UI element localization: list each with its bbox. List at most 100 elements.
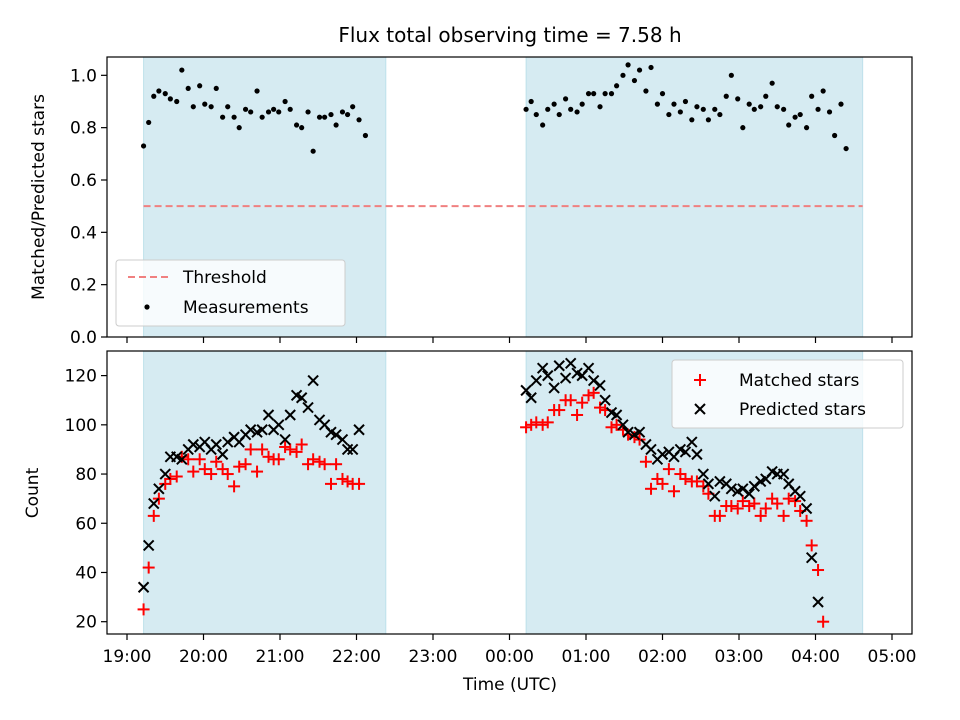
predicted-star-point: [137, 581, 150, 593]
matched-star-point: [628, 431, 641, 444]
matched-star-point: [690, 475, 703, 488]
measurement-point: [735, 96, 741, 102]
matched-star-point: [576, 396, 589, 409]
measurement-point: [568, 106, 574, 112]
measurement-point: [316, 114, 323, 120]
measurement-point: [540, 122, 546, 128]
predicted-star-point: [153, 483, 165, 495]
matched-star-point: [782, 492, 795, 505]
top-panel: 0.0 0.2 0.4 0.6 0.8 1.0 Matched/Predicted sta…: [29, 56, 913, 348]
top-legend: Threshold Measurements: [115, 259, 346, 327]
measurement-point: [820, 88, 826, 94]
measurement-point: [666, 111, 672, 118]
matched-star-point: [639, 455, 652, 468]
x-tick-label: 20:00: [179, 647, 228, 667]
predicted-star-point: [587, 374, 600, 387]
measurement-point: [643, 88, 649, 94]
measurement-point: [631, 77, 638, 84]
predicted-star-point: [714, 475, 726, 488]
predicted-star-point: [187, 438, 200, 451]
measurement-point: [843, 145, 849, 152]
matched-star-point: [228, 480, 241, 493]
measurement-point: [287, 106, 293, 112]
y-tick-label: 0.6: [70, 171, 97, 191]
bottom-y-axis: 20 40 60 80 100 120: [65, 367, 107, 633]
legend-predicted-swatch: [694, 403, 706, 415]
measurement-point: [563, 96, 569, 102]
measurement-point: [310, 148, 316, 154]
measurement-point: [299, 125, 305, 131]
predicted-star-point: [176, 453, 188, 465]
predicted-star-point: [216, 448, 229, 461]
measurement-point: [579, 101, 585, 107]
measurement-point: [350, 104, 356, 110]
measurement-point: [648, 64, 654, 71]
predicted-star-point: [346, 443, 359, 456]
predicted-star-point: [341, 443, 354, 456]
predicted-star-point: [725, 483, 738, 495]
measurement-point: [293, 122, 300, 128]
measurement-point: [333, 122, 339, 128]
measurement-point: [740, 125, 746, 131]
measurement-point: [602, 91, 608, 97]
measurement-point: [838, 101, 844, 107]
predicted-star-point: [148, 497, 160, 510]
matched-star-point: [759, 502, 772, 515]
predicted-star-point: [520, 384, 532, 397]
measurement-point: [774, 104, 780, 110]
predicted-star-point: [617, 419, 629, 431]
predicted-star-point: [210, 438, 222, 451]
predicted-star-point: [222, 436, 234, 448]
predicted-star-point: [262, 409, 275, 421]
measurement-point: [545, 106, 551, 112]
measurement-point: [815, 106, 821, 112]
measurement-point: [597, 104, 603, 110]
measurement-point: [797, 111, 803, 118]
predicted-star-point: [656, 448, 669, 461]
measurement-point: [356, 117, 362, 123]
measurement-point: [305, 109, 311, 115]
matched-star-point: [713, 509, 726, 522]
measurement-point: [190, 104, 196, 110]
top-y-axis: 0.0 0.2 0.4 0.6 0.8 1.0: [70, 66, 107, 348]
matched-star-point: [594, 401, 607, 414]
measurement-point: [265, 109, 272, 115]
matched-star-point: [290, 445, 303, 458]
shaded-interval-0: [143, 350, 387, 635]
matched-star-point: [279, 440, 292, 453]
matched-star-point: [221, 468, 234, 481]
measurement-point: [723, 93, 729, 99]
predicted-star-point: [530, 374, 542, 387]
measurements-series: [140, 62, 849, 154]
measurement-point: [162, 91, 168, 97]
measurement-point: [792, 114, 798, 120]
x-tick-label: 02:00: [638, 647, 687, 667]
matched-star-point: [743, 500, 756, 513]
predicted-star-point: [805, 552, 818, 564]
predicted-star-point: [622, 426, 634, 438]
bottom-panel: 20 40 60 80 100 120 19:00 20:00 21:00 22:00 23:00…: [23, 350, 917, 695]
predicted-star-point: [559, 372, 572, 384]
matched-star-point: [656, 477, 669, 490]
predicted-star-point: [353, 424, 365, 436]
predicted-star-point: [256, 424, 268, 436]
predicted-star-point: [244, 424, 257, 436]
matched-star-point: [679, 472, 692, 485]
predicted-star-point: [777, 468, 790, 480]
measurement-point: [179, 67, 185, 73]
predicted-star-point: [737, 483, 749, 495]
measurement-point: [659, 91, 666, 97]
predicted-star-point: [336, 433, 349, 446]
matched-stars-series: [137, 386, 830, 628]
top-x-ticks: [126, 337, 893, 343]
matched-star-point: [164, 472, 177, 485]
matched-star-point: [284, 443, 297, 456]
matched-star-point: [667, 485, 680, 498]
matched-star-point: [725, 500, 738, 513]
legend-matched-label: Matched stars: [739, 371, 859, 391]
matched-star-point: [152, 492, 165, 505]
y-tick-label: 0.4: [70, 223, 97, 243]
predicted-star-point: [302, 401, 314, 414]
measurement-point: [236, 125, 242, 131]
bottom-legend: Matched stars Predicted stars: [671, 359, 904, 429]
